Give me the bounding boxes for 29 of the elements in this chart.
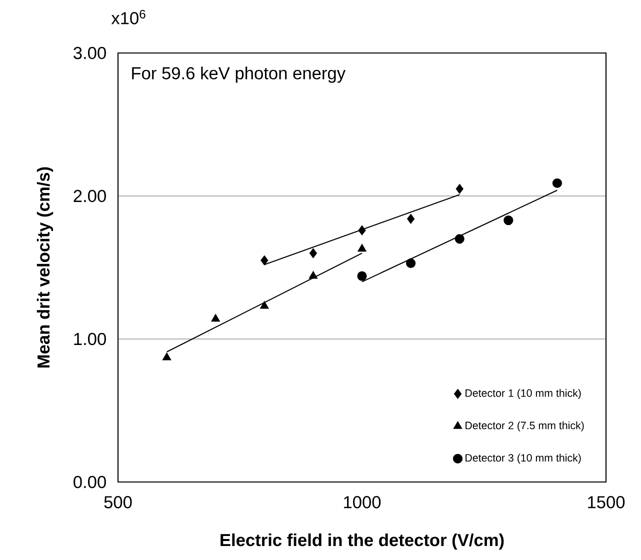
point xyxy=(260,301,269,309)
point xyxy=(211,314,220,322)
y-tick-label: 2.00 xyxy=(74,190,106,202)
text: x10$^{6}$ xyxy=(111,10,146,24)
point xyxy=(358,226,366,236)
point xyxy=(308,271,318,279)
y-tick-label: 0.00 xyxy=(74,476,106,488)
point xyxy=(504,216,514,226)
point xyxy=(358,244,366,252)
point xyxy=(309,248,317,258)
x-tick-label: 1500 xyxy=(588,496,625,508)
x-tick-label: 1000 xyxy=(344,496,381,508)
point xyxy=(407,214,415,224)
point xyxy=(406,258,416,268)
y-axis-title: Mean drit velocity (cm/s) xyxy=(36,167,54,368)
legend-label: Detector 2 (7.5 mm thick) xyxy=(466,421,584,432)
x-tick-label: 500 xyxy=(104,496,132,508)
point xyxy=(260,256,268,266)
point xyxy=(552,178,562,188)
y-tick-label: 1.00 xyxy=(74,332,106,346)
point xyxy=(357,271,367,281)
point xyxy=(456,184,464,194)
y-tick-label: 3.00 xyxy=(74,46,106,60)
point xyxy=(162,352,172,360)
legend-label: Detector 1 (10 mm thick) xyxy=(466,389,581,399)
x-axis-title: Electric field in the detector (V/cm) xyxy=(220,533,504,550)
legend-label: Detector 3 (10 mm thick) xyxy=(466,454,581,464)
annotation: For 59.6 keV photon energy xyxy=(132,66,346,83)
point xyxy=(454,234,464,244)
